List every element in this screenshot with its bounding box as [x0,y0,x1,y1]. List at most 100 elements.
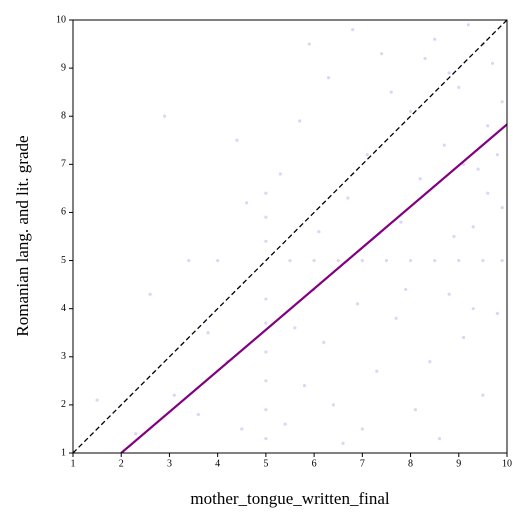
point [500,206,504,210]
point [264,350,268,354]
point [216,258,220,263]
y-tick-label: 7 [61,159,66,170]
y-tick-label: 1 [61,447,66,458]
point [264,321,268,325]
point [264,297,268,301]
point [293,326,297,330]
point [264,408,268,412]
point [307,42,311,46]
point [235,138,239,142]
line [120,123,507,453]
point [500,258,504,263]
point [457,85,461,89]
point [331,403,335,407]
point [447,71,451,75]
point [490,61,495,65]
point [288,258,292,263]
y-tick-label: 10 [56,14,66,25]
x-tick-label: 4 [215,458,220,469]
point [476,167,480,171]
x-tick-label: 1 [71,458,76,469]
point [462,162,466,166]
point [433,258,437,263]
y-tick-label: 5 [61,255,66,266]
point [148,292,152,296]
point [346,196,350,200]
point [134,432,138,436]
point [389,90,393,94]
point [447,292,451,296]
point [317,230,321,234]
x-axis-label: mother_tongue_written_final [190,489,390,508]
point [408,258,413,263]
y-tick-label: 2 [61,399,66,410]
x-tick-label: 10 [502,458,512,469]
x-tick-label: 8 [408,458,413,469]
y-tick-label: 9 [61,62,66,73]
x-tick-label: 9 [456,458,461,469]
point [360,258,364,263]
point [399,220,403,224]
point [413,408,417,412]
point [471,225,475,229]
point [187,258,191,263]
y-tick-label: 8 [61,111,66,122]
point [466,23,471,27]
point [264,436,268,441]
x-tick-label: 5 [263,458,268,469]
point [240,427,244,431]
point [95,398,99,402]
point [394,316,398,320]
point [322,340,326,344]
y-tick-label: 6 [61,207,66,218]
y-tick-label: 4 [61,303,66,314]
point [495,153,499,157]
point [365,153,369,157]
point [312,258,316,263]
y-axis-label: Romanian lang. and lit. grade [13,135,32,336]
point [172,393,176,397]
point [408,109,413,114]
point [486,124,490,128]
point [196,412,200,417]
point [278,172,282,176]
point [500,100,504,104]
point [380,52,384,56]
point [163,114,167,118]
point [457,258,461,263]
point [384,258,389,263]
point [341,441,345,445]
point [481,393,485,397]
x-tick-label: 3 [167,458,172,469]
point [437,436,442,441]
point [351,28,355,32]
point [302,384,307,388]
point [360,427,364,431]
point [423,56,427,61]
point [486,191,490,195]
x-tick-label: 6 [312,458,317,469]
plot-frame [72,19,508,454]
point [418,177,422,181]
point [206,331,210,335]
point [283,422,287,426]
point [404,287,408,292]
x-tick-label: 7 [360,458,365,469]
x-tick-label: 2 [119,458,124,469]
point [355,302,360,306]
point [298,119,302,123]
point [264,239,268,243]
point [264,379,268,383]
y-tick-label: 3 [61,351,66,362]
point [442,143,446,147]
point [245,201,249,205]
point [495,311,499,316]
point [481,258,485,263]
point [452,234,456,239]
point [471,307,475,311]
point [375,369,379,373]
point [264,215,268,219]
point [336,258,340,263]
point [462,335,466,340]
